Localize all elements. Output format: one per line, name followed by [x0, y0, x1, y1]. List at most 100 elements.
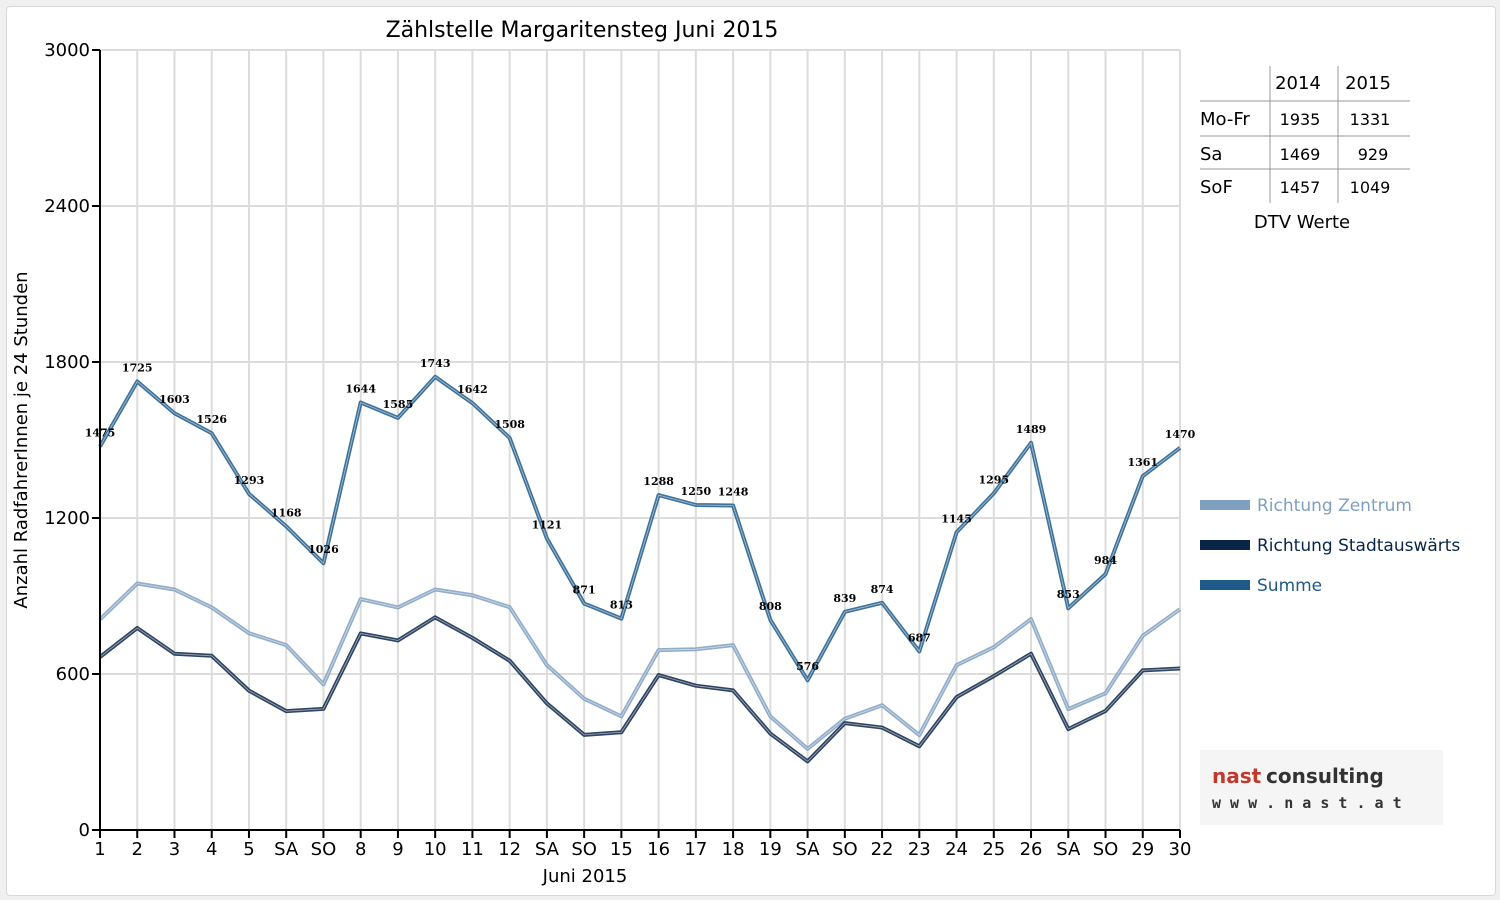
data-label: 984 [1094, 554, 1117, 567]
data-label: 1121 [532, 519, 563, 532]
data-label: 813 [610, 599, 633, 612]
legend: Richtung Zentrum Richtung Stadtauswärts Su… [1200, 496, 1460, 596]
data-label: 1145 [941, 512, 972, 525]
x-tick-label: 25 [982, 839, 1005, 860]
data-labels: 1475 1725 1603 1526 1293 1168 1026 1644 1585 1743… [85, 357, 1196, 673]
table-cell: 1935 [1280, 110, 1321, 129]
data-label: 808 [759, 600, 782, 613]
chart-frame [6, 6, 1496, 896]
y-tick-label: 2400 [44, 196, 90, 217]
data-label: 1250 [681, 485, 712, 498]
logo-text-consulting: consulting [1266, 764, 1384, 788]
x-tick-label: 16 [647, 839, 670, 860]
y-tick-label: 1200 [44, 508, 90, 529]
legend-label: Richtung Stadtauswärts [1257, 536, 1460, 556]
series-line-highlight [99, 376, 1181, 682]
data-label: 1248 [718, 486, 749, 499]
data-label: 1293 [234, 474, 265, 487]
data-label: 1642 [457, 383, 488, 396]
dtv-table: 2014 2015 Mo-Fr 1935 1331 Sa 1469 929 So… [1200, 66, 1410, 233]
data-label: 1168 [271, 506, 302, 519]
nast-logo: nast consulting w w w . n a s t . a t [1200, 750, 1443, 825]
x-tick-label: 5 [243, 839, 254, 860]
data-label: 1585 [383, 398, 414, 411]
data-label: 1644 [345, 383, 376, 396]
x-tick-label: 23 [908, 839, 931, 860]
x-tick-label: SO [571, 839, 597, 860]
legend-swatch [1200, 540, 1250, 550]
table-row-label: SoF [1200, 177, 1233, 198]
y-tick-label: 1800 [44, 352, 90, 373]
x-tick-label: SO [832, 839, 858, 860]
y-tick-label: 0 [79, 820, 90, 841]
logo-box [1200, 750, 1443, 825]
x-tick-label: 18 [722, 839, 745, 860]
data-label: 1295 [978, 473, 1009, 486]
y-tick-labels: 0 600 1200 1800 2400 3000 [44, 40, 90, 841]
table-header-2015: 2015 [1345, 73, 1391, 94]
y-tick-label: 3000 [44, 40, 90, 61]
logo-url: w w w . n a s t . a t [1212, 794, 1402, 812]
x-tick-label: SA [274, 839, 299, 860]
table-header-2014: 2014 [1275, 73, 1321, 94]
x-tick-label: 3 [169, 839, 180, 860]
legend-swatch [1200, 580, 1250, 590]
data-label: 839 [833, 592, 856, 605]
data-label: 874 [871, 583, 894, 596]
series-line-highlight [99, 583, 1181, 750]
x-tick-label: 22 [871, 839, 894, 860]
series-layer [98, 374, 1182, 764]
data-label: 1508 [494, 418, 525, 431]
x-tick-label: 24 [945, 839, 968, 860]
data-label: 687 [908, 631, 931, 644]
legend-label: Richtung Zentrum [1257, 496, 1412, 516]
data-label: 1288 [643, 475, 674, 488]
x-tick-label: 15 [610, 839, 633, 860]
x-tick-label: SA [535, 839, 560, 860]
data-label: 576 [796, 660, 819, 673]
x-tick-label: 1 [94, 839, 105, 860]
data-label: 1489 [1016, 423, 1047, 436]
data-label: 871 [573, 584, 596, 597]
x-tick-label: 26 [1020, 839, 1043, 860]
x-tick-labels: 1 2 3 4 5 SA SO 8 9 10 11 12 SA SO 15 16 17 18 19 SA SO 22 23 2… [94, 839, 1191, 860]
x-tick-label: 29 [1131, 839, 1154, 860]
grid-lines [100, 49, 1181, 830]
data-label: 1470 [1165, 428, 1196, 441]
axes [92, 49, 1181, 838]
table-cell: 1331 [1350, 110, 1391, 129]
table-cell: 1469 [1280, 145, 1321, 164]
series-line-highlight [99, 616, 1181, 762]
x-axis-label: Juni 2015 [542, 866, 628, 887]
series-line-richtung-zentrum [98, 581, 1182, 751]
legend-label: Summe [1257, 576, 1322, 596]
chart-title: Zählstelle Margaritensteg Juni 2015 [386, 18, 779, 43]
y-axis-label: Anzahl RadfahrerInnen je 24 Stunden [11, 271, 32, 608]
x-tick-label: SO [311, 839, 337, 860]
table-caption: DTV Werte [1254, 212, 1350, 233]
x-tick-label: SO [1093, 839, 1119, 860]
data-label: 1725 [122, 362, 153, 375]
x-tick-label: 4 [206, 839, 217, 860]
x-tick-label: 12 [498, 839, 521, 860]
table-row-label: Mo-Fr [1200, 109, 1250, 130]
x-tick-label: 30 [1169, 839, 1192, 860]
table-cell: 1457 [1280, 178, 1321, 197]
legend-swatch [1200, 500, 1250, 510]
data-label: 1361 [1127, 456, 1158, 469]
data-label: 1743 [420, 357, 451, 370]
x-tick-label: 19 [759, 839, 782, 860]
y-tick-label: 600 [56, 664, 90, 685]
x-tick-label: SA [796, 839, 821, 860]
data-label: 1526 [196, 413, 227, 426]
table-row-label: Sa [1200, 144, 1222, 165]
x-tick-label: 11 [461, 839, 484, 860]
table-cell: 929 [1358, 145, 1389, 164]
x-tick-label: 9 [392, 839, 403, 860]
x-tick-label: 2 [132, 839, 143, 860]
data-label: 1475 [85, 427, 116, 440]
logo-text-nast: nast [1212, 764, 1262, 788]
x-tick-label: 17 [684, 839, 707, 860]
x-tick-label: 8 [355, 839, 366, 860]
